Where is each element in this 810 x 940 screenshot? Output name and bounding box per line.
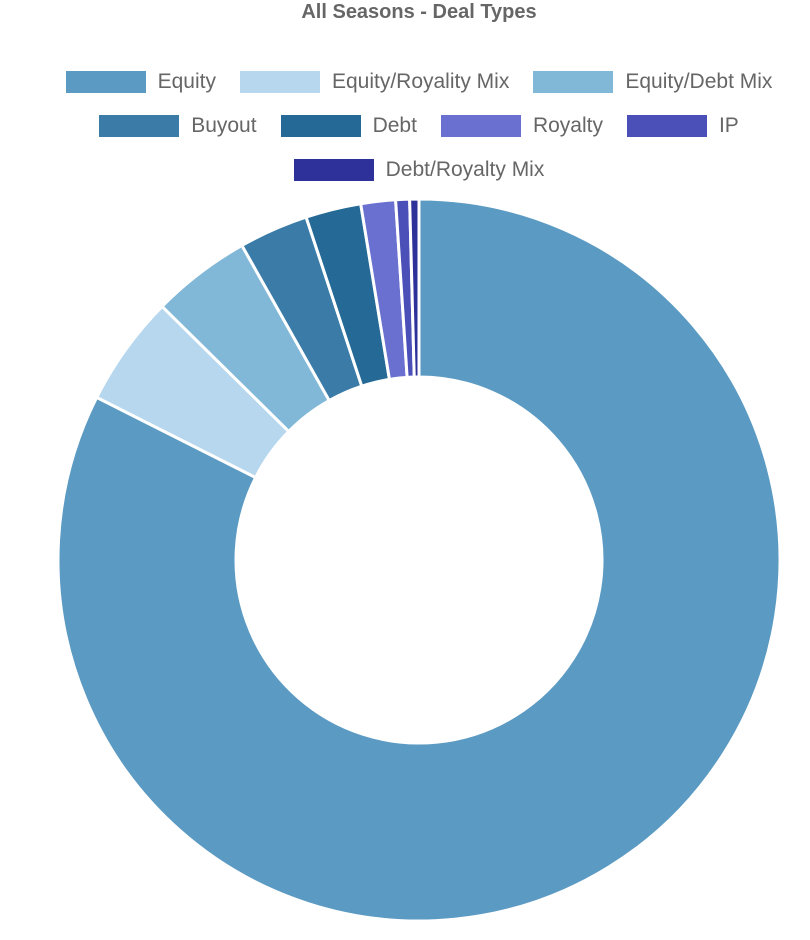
- legend-swatch: [533, 71, 614, 93]
- chart-title: All Seasons - Deal Types: [301, 1, 537, 23]
- legend-row: Equity Equity/Royality Mix Equity/Debt M…: [0, 60, 810, 104]
- legend-swatch: [626, 115, 707, 137]
- legend-swatch: [293, 159, 374, 181]
- legend-label: IP: [718, 114, 739, 137]
- legend-item-buyout[interactable]: Buyout: [99, 114, 257, 138]
- legend-item-debt[interactable]: Debt: [280, 114, 417, 138]
- legend-item-debt-royalty-mix[interactable]: Debt/Royalty Mix: [293, 158, 545, 182]
- legend-label: Debt: [372, 114, 417, 137]
- legend-label: Debt/Royalty Mix: [385, 158, 545, 181]
- legend-item-equity-royality-mix[interactable]: Equity/Royality Mix: [239, 70, 510, 94]
- legend-swatch: [239, 71, 320, 93]
- slice-debt-royalty-mix[interactable]: [408, 197, 421, 379]
- legend-swatch: [65, 71, 146, 93]
- legend-label: Equity/Debt Mix: [625, 70, 773, 93]
- legend-row: Buyout Debt Royalty IP: [0, 104, 810, 148]
- legend-item-equity-debt-mix[interactable]: Equity/Debt Mix: [533, 70, 772, 94]
- legend-label: Buyout: [191, 114, 257, 137]
- legend-item-ip[interactable]: IP: [626, 114, 739, 138]
- legend-label: Equity: [157, 70, 216, 93]
- legend-row: Debt/Royalty Mix: [0, 148, 810, 192]
- slice-equity[interactable]: [56, 197, 782, 923]
- legend-swatch: [99, 115, 180, 137]
- legend: Equity Equity/Royality Mix Equity/Debt M…: [0, 60, 810, 192]
- legend-label: Equity/Royality Mix: [331, 70, 510, 93]
- legend-swatch: [440, 115, 521, 137]
- legend-item-royalty[interactable]: Royalty: [440, 114, 603, 138]
- legend-label: Royalty: [532, 114, 603, 137]
- legend-item-equity[interactable]: Equity: [65, 70, 216, 94]
- legend-swatch: [280, 115, 361, 137]
